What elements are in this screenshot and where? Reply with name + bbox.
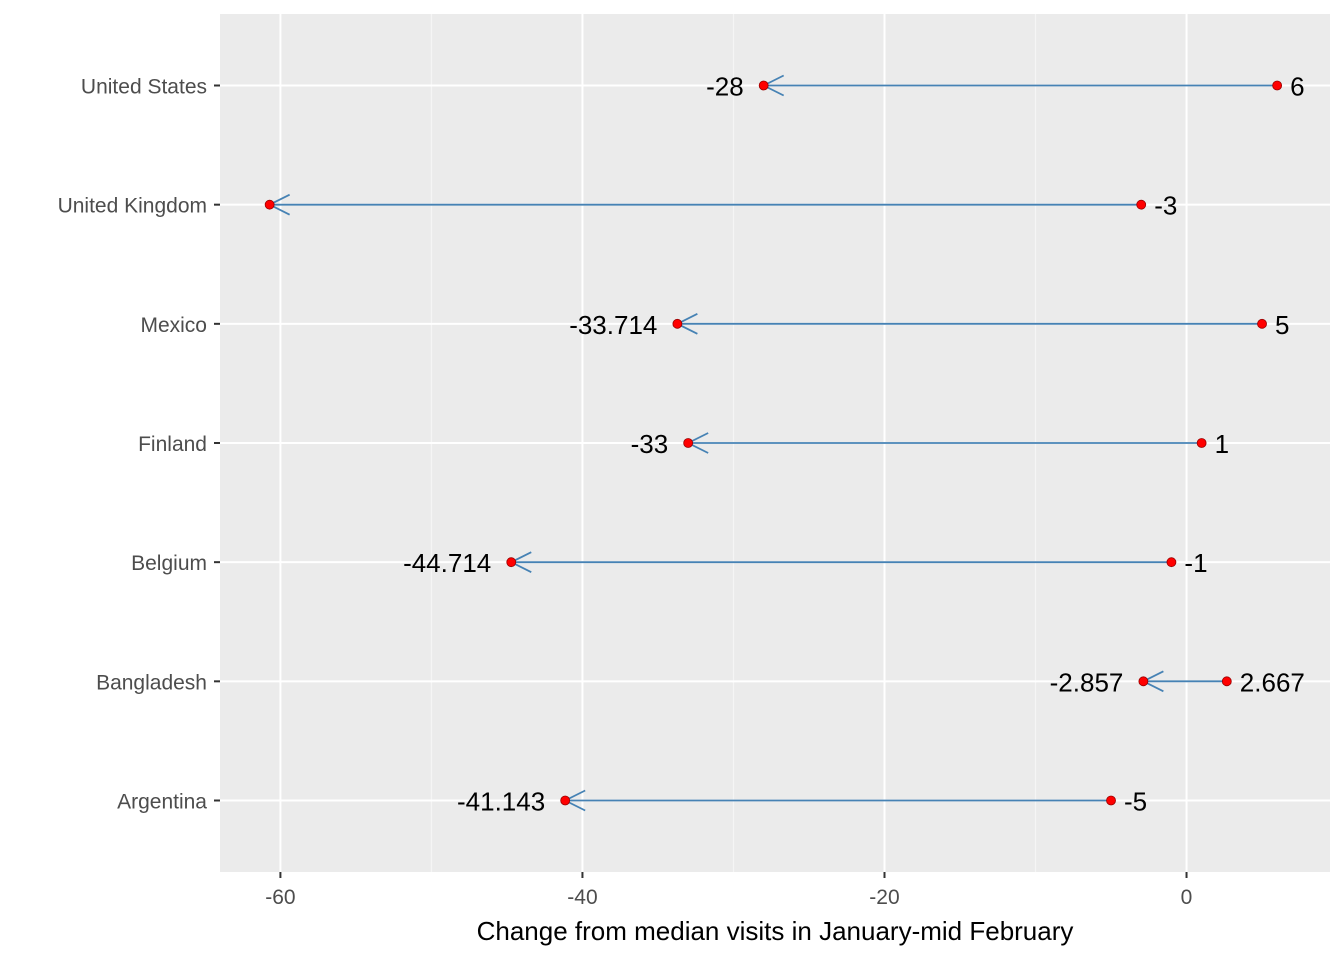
start-point [1106, 795, 1116, 806]
start-value-label: -5 [1124, 787, 1147, 817]
y-axis: United States United Kingdom Mexico Finland… [58, 76, 220, 814]
start-point [1196, 438, 1207, 448]
end-value-label: -41.143 [457, 787, 545, 817]
y-tick-label: Mexico [140, 314, 207, 337]
end-point [1138, 676, 1149, 687]
end-value-label: -2.857 [1050, 667, 1124, 697]
data-labels: 6 -28 -3 5 -33.714 1 -33 -1 -44.714 2.667 -2.857 -5… [403, 72, 1305, 817]
end-value-label: -44.714 [403, 548, 491, 578]
start-point [1257, 318, 1267, 329]
start-value-label: -1 [1184, 548, 1207, 578]
y-tick-label: United States [81, 76, 207, 99]
end-value-label: -33 [631, 429, 669, 459]
data-marks [264, 74, 1283, 812]
start-value-label: 1 [1215, 429, 1229, 459]
start-point [1166, 557, 1177, 568]
x-axis-title: Change from median visits in January-mid… [477, 916, 1074, 946]
end-point [264, 199, 275, 210]
start-point [1221, 676, 1232, 687]
y-tick-label: Bangladesh [96, 671, 207, 694]
end-value-label: -33.714 [569, 310, 657, 340]
start-point [1136, 199, 1147, 210]
x-tick-label: -60 [265, 886, 295, 909]
start-value-label: 2.667 [1240, 667, 1305, 697]
y-tick-label: Argentina [117, 791, 207, 814]
start-value-label: 5 [1275, 310, 1289, 340]
end-value-label: -28 [706, 72, 744, 102]
start-value-label: -3 [1154, 191, 1177, 221]
end-point [683, 438, 694, 448]
start-value-label: 6 [1290, 72, 1304, 102]
y-tick-label: United Kingdom [58, 195, 207, 218]
x-tick-label: -20 [869, 886, 899, 909]
start-point [1272, 80, 1283, 91]
x-axis: -60 -40 -20 0 [265, 872, 1192, 909]
y-tick-label: Belgium [131, 552, 207, 575]
y-tick-label: Finland [138, 433, 207, 456]
x-tick-label: 0 [1181, 886, 1193, 909]
end-point [672, 318, 683, 329]
end-point [560, 795, 571, 806]
end-point [758, 80, 769, 91]
x-tick-label: -40 [567, 886, 597, 909]
end-point [506, 557, 517, 568]
